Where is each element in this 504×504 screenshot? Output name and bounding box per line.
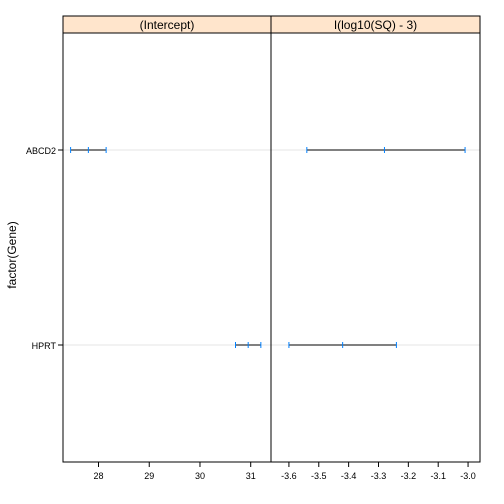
y-tick-label: ABCD2 xyxy=(26,146,56,156)
panels: ABCD2 HPRT (Intercept) 28 29 30 31 I(log10(SQ) … xyxy=(26,15,481,481)
x-tick-label: -3.2 xyxy=(401,471,417,481)
x-tick-label: -3.4 xyxy=(341,471,357,481)
x-tick-label: 29 xyxy=(144,471,154,481)
x-tick-label: 30 xyxy=(195,471,205,481)
x-tick-label: -3.3 xyxy=(371,471,387,481)
panel-title: I(log10(SQ) - 3) xyxy=(334,18,417,32)
x-tick-label: -3.1 xyxy=(430,471,446,481)
y-tick-label: HPRT xyxy=(32,341,57,351)
panel-1: (Intercept) 28 29 30 31 xyxy=(62,15,272,481)
x-tick-label: -3.5 xyxy=(311,471,327,481)
x-tick-label: 31 xyxy=(246,471,256,481)
x-tick-label: -3.0 xyxy=(460,471,476,481)
panel-title: (Intercept) xyxy=(140,18,195,32)
panel-border xyxy=(62,32,272,463)
panel-2: I(log10(SQ) - 3) -3.6 -3.5 -3.4 -3.3 -3.2 -3.1… xyxy=(270,15,481,481)
x-tick-label: -3.6 xyxy=(281,471,297,481)
y-axis-label: factor(Gene) xyxy=(5,221,19,288)
panel-border xyxy=(270,32,481,463)
x-tick-label: 28 xyxy=(94,471,104,481)
